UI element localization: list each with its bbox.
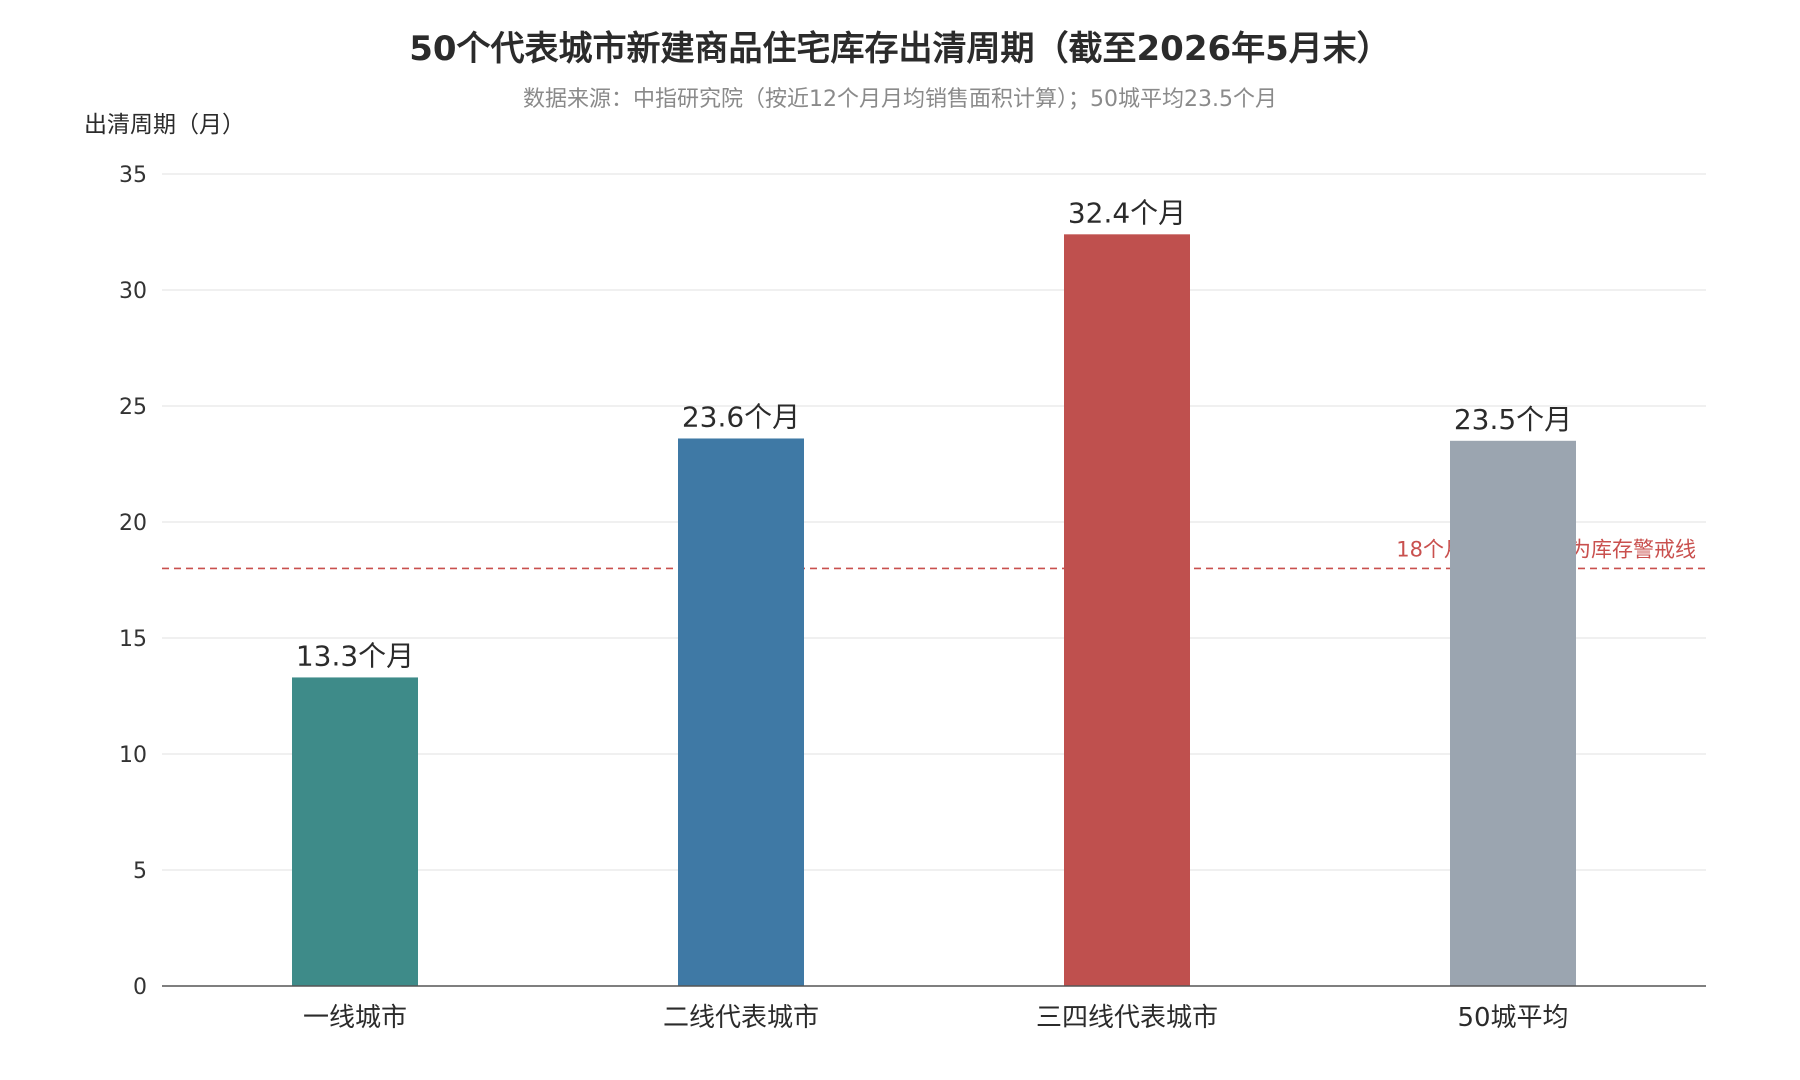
chart-subtitle: 数据来源：中指研究院（按近12个月月均销售面积计算）；50城平均23.5个月 <box>523 87 1277 112</box>
chart-title: 50个代表城市新建商品住宅库存出清周期（截至2026年5月末） <box>409 29 1391 69</box>
y-axis-ticks: 0 5 10 15 20 25 30 35 <box>119 163 147 1000</box>
x-axis-ticks: 一线城市 二线代表城市 三四线代表城市 50城平均 <box>303 1003 1569 1033</box>
x-tick-label: 一线城市 <box>303 1003 407 1033</box>
y-tick-label: 15 <box>119 627 147 652</box>
x-tick-label: 二线代表城市 <box>663 1003 819 1033</box>
data-labels: 13.3个月 23.6个月 32.4个月 23.5个月 <box>296 196 1572 672</box>
x-tick-label: 三四线代表城市 <box>1036 1003 1218 1033</box>
data-label: 32.4个月 <box>1068 196 1186 229</box>
data-label: 13.3个月 <box>296 639 414 672</box>
y-axis-label: 出清周期（月） <box>84 112 245 138</box>
y-tick-label: 0 <box>133 975 147 1000</box>
y-tick-label: 30 <box>119 279 147 304</box>
data-label: 23.5个月 <box>1454 403 1572 436</box>
y-tick-label: 35 <box>119 163 147 188</box>
gridlines <box>162 173 1706 871</box>
bars <box>292 234 1576 987</box>
y-tick-label: 20 <box>119 511 147 536</box>
x-tick-label: 50城平均 <box>1457 1003 1568 1033</box>
y-tick-label: 5 <box>133 859 147 884</box>
bar <box>1064 234 1190 986</box>
y-tick-label: 25 <box>119 395 147 420</box>
bar <box>292 677 418 986</box>
data-label: 23.6个月 <box>682 400 800 433</box>
y-tick-label: 10 <box>119 743 147 768</box>
bar <box>1450 440 1576 986</box>
bar <box>678 438 804 987</box>
